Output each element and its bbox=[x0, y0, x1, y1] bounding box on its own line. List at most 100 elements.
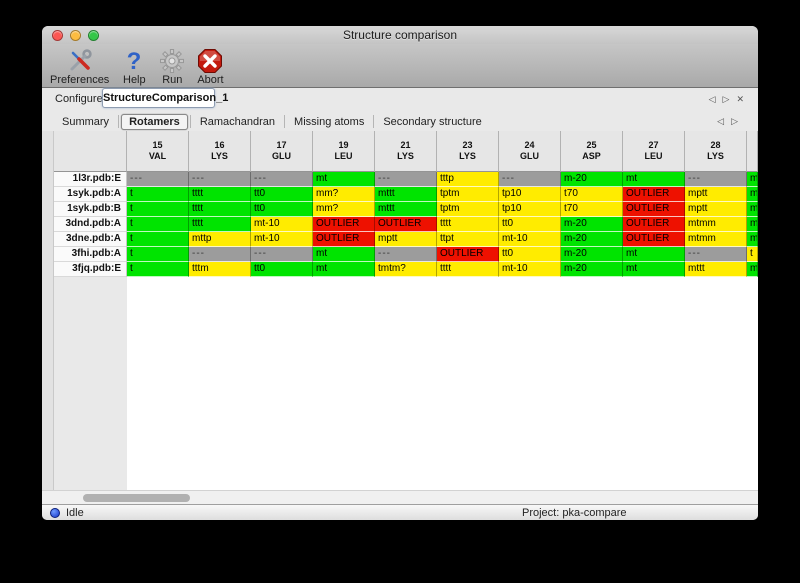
rotamer-cell[interactable]: --- bbox=[499, 172, 561, 187]
rotamer-cell[interactable]: mt bbox=[313, 262, 375, 277]
rotamer-cell[interactable]: tt0 bbox=[251, 202, 313, 217]
rotamer-cell-partial[interactable]: m bbox=[747, 172, 758, 187]
help-button[interactable]: ? Help bbox=[121, 46, 147, 86]
rotamer-cell[interactable]: m-20 bbox=[561, 172, 623, 187]
rotamer-cell[interactable]: tttt bbox=[437, 262, 499, 277]
row-label[interactable]: 1syk.pdb:A bbox=[54, 187, 127, 202]
titlebar[interactable]: Structure comparison bbox=[42, 26, 758, 44]
tab-rotamers[interactable]: Rotamers bbox=[121, 113, 188, 130]
rotamer-cell[interactable]: OUTLIER bbox=[623, 217, 685, 232]
rotamer-cell[interactable]: mm? bbox=[313, 187, 375, 202]
prev-config-icon[interactable]: ◁ bbox=[708, 94, 716, 104]
rotamer-cell[interactable]: tttp bbox=[437, 172, 499, 187]
rotamer-cell[interactable]: mt bbox=[623, 247, 685, 262]
rotamer-cell[interactable]: t bbox=[127, 262, 189, 277]
row-label[interactable]: 3dne.pdb:A bbox=[54, 232, 127, 247]
rotamer-cell[interactable]: mtmm bbox=[685, 217, 747, 232]
configure-field[interactable]: StructureComparison_1 bbox=[102, 88, 228, 108]
rotamer-cell[interactable]: mt-10 bbox=[499, 262, 561, 277]
vertical-scrollbar-gutter[interactable] bbox=[42, 131, 54, 490]
horizontal-scrollbar-thumb[interactable] bbox=[83, 494, 190, 502]
close-config-icon[interactable]: ✕ bbox=[736, 94, 744, 104]
rotamer-cell[interactable]: t bbox=[127, 202, 189, 217]
preferences-button[interactable]: Preferences bbox=[50, 46, 109, 86]
rotamer-cell[interactable]: ttpt bbox=[437, 232, 499, 247]
rotamer-cell[interactable]: mt bbox=[623, 172, 685, 187]
rotamer-cell[interactable]: mttp bbox=[189, 232, 251, 247]
rotamer-cell[interactable]: tttt bbox=[189, 187, 251, 202]
tab-ramachandran[interactable]: Ramachandran bbox=[199, 115, 276, 128]
rotamer-cell[interactable]: tp10 bbox=[499, 202, 561, 217]
rotamer-cell[interactable]: mptt bbox=[375, 232, 437, 247]
rotamer-cell[interactable]: m-20 bbox=[561, 232, 623, 247]
rotamer-cell[interactable]: t bbox=[127, 217, 189, 232]
row-label[interactable]: 1syk.pdb:B bbox=[54, 202, 127, 217]
rotamer-cell[interactable]: tttt bbox=[189, 217, 251, 232]
rotamer-cell[interactable]: --- bbox=[189, 247, 251, 262]
rotamer-cell[interactable]: m-20 bbox=[561, 247, 623, 262]
rotamer-cell[interactable]: mptt bbox=[685, 202, 747, 217]
rotamer-cell-partial[interactable]: m bbox=[747, 202, 758, 217]
next-tab-icon[interactable]: ▷ bbox=[731, 116, 738, 126]
rotamer-cell[interactable]: mt bbox=[623, 262, 685, 277]
rotamer-cell[interactable]: mtmm bbox=[685, 232, 747, 247]
rotamer-cell[interactable]: --- bbox=[251, 172, 313, 187]
rotamer-cell-partial[interactable]: t bbox=[747, 247, 758, 262]
rotamer-cell-partial[interactable]: m bbox=[747, 187, 758, 202]
rotamer-cell[interactable]: OUTLIER bbox=[313, 217, 375, 232]
rotamer-cell[interactable]: --- bbox=[189, 172, 251, 187]
rotamer-cell-partial[interactable]: m bbox=[747, 262, 758, 277]
rotamer-cell[interactable]: mt-10 bbox=[251, 217, 313, 232]
rotamer-cell[interactable]: mm? bbox=[313, 202, 375, 217]
rotamer-cell[interactable]: --- bbox=[685, 172, 747, 187]
run-button[interactable]: Run bbox=[159, 46, 185, 86]
rotamer-cell[interactable]: --- bbox=[251, 247, 313, 262]
rotamer-cell[interactable]: tttm bbox=[189, 262, 251, 277]
rotamer-cell[interactable]: mttt bbox=[375, 202, 437, 217]
rotamer-cell[interactable]: tt0 bbox=[499, 247, 561, 262]
rotamer-cell[interactable]: t70 bbox=[561, 202, 623, 217]
rotamer-cell[interactable]: mt-10 bbox=[251, 232, 313, 247]
rotamer-cell[interactable]: mt bbox=[313, 172, 375, 187]
horizontal-scrollbar[interactable] bbox=[42, 490, 758, 504]
rotamer-cell[interactable]: OUTLIER bbox=[437, 247, 499, 262]
next-config-icon[interactable]: ▷ bbox=[722, 94, 730, 104]
rotamer-cell[interactable]: OUTLIER bbox=[623, 187, 685, 202]
rotamer-cell[interactable]: mttt bbox=[685, 262, 747, 277]
rotamer-cell[interactable]: t bbox=[127, 187, 189, 202]
rotamer-cell[interactable]: OUTLIER bbox=[375, 217, 437, 232]
row-label[interactable]: 3fjq.pdb:E bbox=[54, 262, 127, 277]
abort-button[interactable]: Abort bbox=[197, 46, 224, 86]
rotamer-cell[interactable]: tptm bbox=[437, 187, 499, 202]
rotamer-cell[interactable]: t bbox=[127, 247, 189, 262]
rotamer-cell[interactable]: mttt bbox=[375, 187, 437, 202]
rotamer-cell[interactable]: tp10 bbox=[499, 187, 561, 202]
rotamer-cell[interactable]: OUTLIER bbox=[623, 202, 685, 217]
rotamer-cell[interactable]: mptt bbox=[685, 187, 747, 202]
rotamer-cell[interactable]: tt0 bbox=[499, 217, 561, 232]
rotamer-cell[interactable]: tptm bbox=[437, 202, 499, 217]
rotamer-cell[interactable]: tttt bbox=[437, 217, 499, 232]
zoom-button[interactable] bbox=[88, 30, 99, 41]
row-label[interactable]: 3dnd.pdb:A bbox=[54, 217, 127, 232]
rotamer-cell[interactable]: m-20 bbox=[561, 262, 623, 277]
tab-secondary-structure[interactable]: Secondary structure bbox=[383, 115, 482, 128]
rotamer-cell[interactable]: tt0 bbox=[251, 187, 313, 202]
rotamer-cell[interactable]: OUTLIER bbox=[623, 232, 685, 247]
minimize-button[interactable] bbox=[70, 30, 81, 41]
prev-tab-icon[interactable]: ◁ bbox=[717, 116, 725, 126]
rotamer-cell[interactable]: t70 bbox=[561, 187, 623, 202]
rotamer-cell[interactable]: tmtm? bbox=[375, 262, 437, 277]
rotamer-cell[interactable]: --- bbox=[375, 247, 437, 262]
rotamer-cell[interactable]: --- bbox=[375, 172, 437, 187]
rotamer-cell-partial[interactable]: m bbox=[747, 217, 758, 232]
rotamer-cell[interactable]: tt0 bbox=[251, 262, 313, 277]
rotamer-cell[interactable]: tttt bbox=[189, 202, 251, 217]
row-label[interactable]: 3fhi.pdb:A bbox=[54, 247, 127, 262]
row-label[interactable]: 1l3r.pdb:E bbox=[54, 172, 127, 187]
rotamer-cell[interactable]: mt bbox=[313, 247, 375, 262]
rotamer-cell[interactable]: m-20 bbox=[561, 217, 623, 232]
rotamer-cell[interactable]: t bbox=[127, 232, 189, 247]
tab-summary[interactable]: Summary bbox=[62, 115, 110, 128]
rotamer-cell[interactable]: --- bbox=[127, 172, 189, 187]
